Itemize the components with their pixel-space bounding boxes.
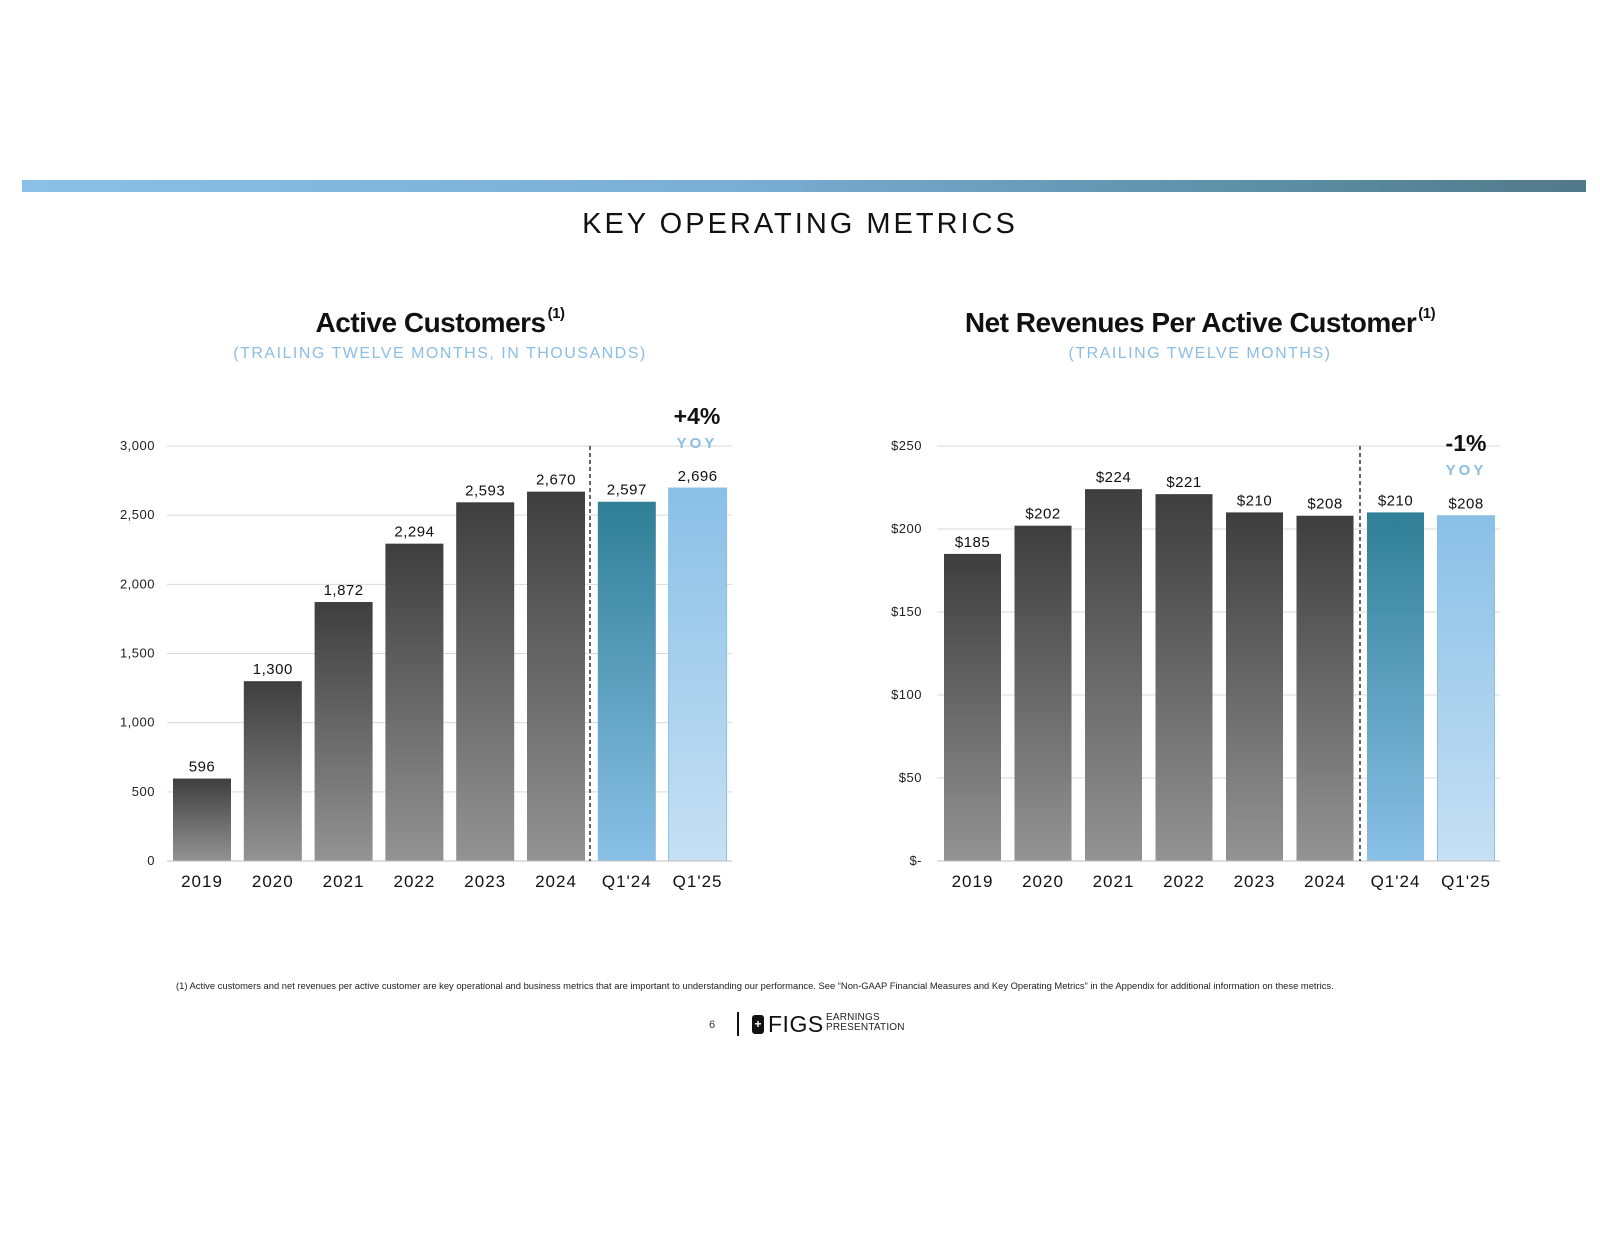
footer: 6 FIGS EARNINGS PRESENTATION (0, 1010, 1600, 1040)
y-tick-label: $100 (891, 687, 922, 702)
chart-title-active-customers: Active Customers (1) (315, 305, 565, 338)
data-label: $185 (955, 534, 990, 551)
page-number: 6 (709, 1019, 716, 1031)
y-tick-label: 3,000 (120, 438, 155, 453)
bar-2020 (1014, 525, 1072, 861)
bar-2021 (1085, 489, 1142, 861)
data-label: $202 (1025, 506, 1060, 523)
bar-2023 (456, 502, 515, 861)
y-tick-label: 1,000 (120, 715, 155, 730)
bar-2019 (173, 778, 231, 861)
x-tick-label: 2020 (1022, 872, 1064, 891)
y-tick-label: 1,500 (120, 646, 155, 661)
x-tick-label: Q1'24 (1371, 872, 1421, 891)
data-label: $208 (1448, 496, 1483, 513)
bar-q125 (668, 487, 728, 862)
chart-subtitle-active-customers: (TRAILING TWELVE MONTHS, IN THOUSANDS) (233, 345, 647, 362)
y-tick-label: $- (909, 853, 922, 868)
y-tick-label: $200 (891, 521, 922, 536)
figs-logo: FIGS (752, 1011, 824, 1037)
x-tick-label: 2024 (535, 872, 577, 891)
bar-chart-active-customers: 0 500 1,000 1,500 2,000 2,500 3,000 596 2019 1,30… (120, 403, 732, 891)
y-tick-label: $250 (891, 438, 922, 453)
bar-2024 (1296, 515, 1354, 861)
bar-q125 (1437, 515, 1495, 862)
data-label: $210 (1378, 492, 1413, 509)
x-tick-label: 2021 (1093, 872, 1135, 891)
tagline-line-1: EARNINGS (826, 1012, 880, 1023)
page-title: KEY OPERATING METRICS (582, 208, 1018, 240)
data-label: $221 (1166, 474, 1201, 491)
bar-2024 (527, 491, 585, 861)
data-label: 2,593 (465, 482, 505, 499)
bar-2022 (385, 543, 444, 861)
data-label: $224 (1096, 469, 1131, 486)
chart-title-net-revenues: Net Revenues Per Active Customer (1) (964, 305, 1436, 338)
title-footnote-marker: (1) (1418, 305, 1436, 322)
x-tick-label: 2019 (952, 872, 994, 891)
x-tick-label: 2022 (1163, 872, 1205, 891)
x-tick-label: Q1'24 (602, 872, 652, 891)
yoy-change-value: +4% (674, 403, 721, 429)
data-label: 2,696 (678, 468, 718, 485)
footer-divider (737, 1012, 739, 1036)
data-label: $208 (1307, 496, 1342, 513)
yoy-change-value: -1% (1446, 430, 1487, 456)
data-label: 2,597 (607, 482, 647, 499)
x-tick-label: 2020 (252, 872, 294, 891)
bar-2020 (243, 681, 302, 861)
y-tick-label: 2,000 (120, 576, 155, 591)
y-tick-label: $150 (891, 604, 922, 619)
data-label: 1,300 (253, 661, 293, 678)
data-label: 2,294 (394, 524, 434, 541)
data-label: 2,670 (536, 472, 576, 489)
x-tick-label: 2024 (1304, 872, 1346, 891)
bar-2023 (1226, 512, 1283, 861)
x-tick-label: 2021 (323, 872, 365, 891)
data-label: 1,872 (324, 582, 364, 599)
accent-bar (22, 180, 1586, 192)
title-footnote-marker: (1) (547, 305, 565, 322)
logo-tagline: EARNINGS PRESENTATION (826, 1013, 905, 1033)
x-tick-label: 2022 (393, 872, 435, 891)
data-label: $210 (1237, 492, 1272, 509)
chart-subtitle-net-revenues: (TRAILING TWELVE MONTHS) (1068, 345, 1332, 362)
bar-2019 (944, 553, 1001, 861)
bar-q124 (1367, 512, 1424, 861)
x-tick-label: 2023 (1234, 872, 1276, 891)
x-tick-label: Q1'25 (673, 872, 723, 891)
x-tick-label: 2023 (464, 872, 506, 891)
footnote: (1) Active customers and net revenues pe… (176, 980, 1334, 991)
bar-2021 (314, 602, 373, 861)
yoy-label: YOY (677, 435, 718, 452)
x-tick-label: Q1'25 (1441, 872, 1491, 891)
tagline-line-2: PRESENTATION (826, 1022, 905, 1033)
yoy-label: YOY (1446, 462, 1487, 479)
y-tick-label: 0 (147, 853, 155, 868)
bar-2022 (1155, 494, 1213, 861)
bar-chart-net-revenues: $- $50 $100 $150 $200 $250 $185 2019 $202 2020 $22… (891, 430, 1500, 891)
x-tick-label: 2019 (181, 872, 223, 891)
y-tick-label: 500 (132, 784, 155, 799)
logo-text: FIGS (768, 1011, 824, 1037)
figs-logo-icon (752, 1014, 764, 1034)
data-label: 596 (189, 759, 216, 776)
y-tick-label: 2,500 (120, 507, 155, 522)
y-tick-label: $50 (899, 770, 922, 785)
bar-q124 (597, 501, 656, 861)
